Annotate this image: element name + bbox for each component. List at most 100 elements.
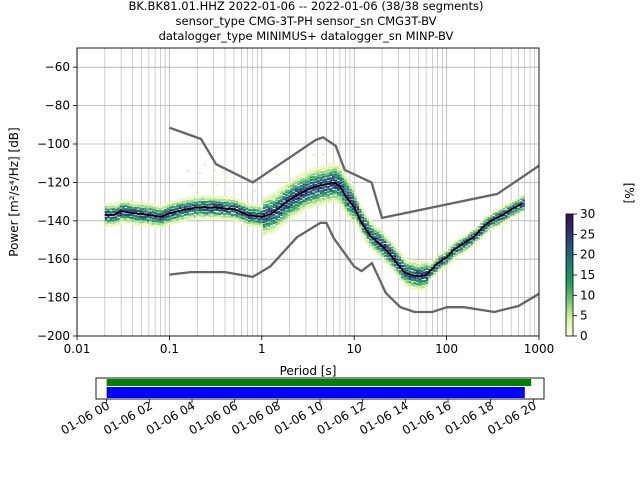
heatmap-cell bbox=[386, 254, 389, 258]
heatmap-cell bbox=[413, 279, 417, 282]
heatmap-cell bbox=[164, 209, 167, 212]
heatmap-cell bbox=[265, 198, 268, 202]
heatmap-cell bbox=[346, 177, 350, 181]
heatmap-cell bbox=[230, 213, 234, 217]
heatmap-cell bbox=[265, 224, 268, 228]
heatmap-cell bbox=[275, 196, 278, 200]
heatmap-cell bbox=[277, 197, 281, 200]
heatmap-cell bbox=[381, 235, 384, 238]
heatmap-cell bbox=[450, 249, 454, 252]
heatmap-cell bbox=[198, 203, 202, 207]
heatmap-cell bbox=[253, 225, 256, 228]
heatmap-cell bbox=[257, 218, 261, 221]
heatmap-cell bbox=[220, 201, 224, 205]
heatmap-cell bbox=[156, 219, 160, 223]
heatmap-cell bbox=[124, 208, 128, 211]
heatmap-cell bbox=[334, 200, 337, 204]
heatmap-cell bbox=[228, 212, 231, 215]
heatmap-cell bbox=[149, 211, 152, 214]
heatmap-cell bbox=[448, 251, 451, 255]
heatmap-cell bbox=[245, 215, 249, 218]
heatmap-cell bbox=[129, 203, 132, 206]
colorbar-tick-label: 5 bbox=[580, 309, 588, 323]
heatmap-cell bbox=[151, 211, 155, 214]
heatmap-cell bbox=[183, 210, 187, 214]
heatmap-cell bbox=[191, 196, 194, 199]
heatmap-cell bbox=[223, 209, 226, 212]
heatmap-cell bbox=[317, 174, 320, 177]
heatmap-cell bbox=[191, 199, 194, 202]
heatmap-cell bbox=[509, 211, 513, 214]
heatmap-cell bbox=[136, 218, 140, 221]
heatmap-cell bbox=[346, 209, 350, 213]
heatmap-cell bbox=[225, 204, 229, 207]
heatmap-cell bbox=[272, 230, 276, 234]
heatmap-cell bbox=[223, 217, 226, 221]
heatmap-cell bbox=[181, 198, 184, 201]
heatmap-cell bbox=[334, 191, 337, 195]
heatmap-cell bbox=[225, 196, 229, 199]
heatmap-cell bbox=[287, 216, 291, 219]
heatmap-cell bbox=[302, 204, 305, 207]
heatmap-cell bbox=[329, 171, 333, 175]
heatmap-cell bbox=[462, 235, 466, 238]
heatmap-cell bbox=[277, 221, 281, 225]
heatmap-cell bbox=[299, 173, 303, 176]
heatmap-cell bbox=[388, 262, 392, 266]
heatmap-cell bbox=[413, 268, 417, 272]
heatmap-cell bbox=[304, 197, 308, 201]
heatmap-cell bbox=[440, 251, 444, 255]
heatmap-cell bbox=[277, 215, 281, 218]
heatmap-cell bbox=[265, 208, 268, 212]
heatmap-cell bbox=[371, 225, 375, 228]
heatmap-cell bbox=[341, 178, 345, 181]
heatmap-cell bbox=[411, 276, 414, 279]
heatmap-cell bbox=[117, 204, 120, 207]
heatmap-cell bbox=[386, 246, 389, 249]
heatmap-cell bbox=[144, 218, 147, 221]
heatmap-cell bbox=[304, 186, 308, 190]
heatmap-cell bbox=[282, 217, 286, 220]
heatmap-cell bbox=[131, 216, 135, 220]
heatmap-cell bbox=[280, 198, 283, 201]
heatmap-cell bbox=[386, 249, 389, 252]
heatmap-cell bbox=[312, 195, 315, 198]
heatmap-cell bbox=[502, 213, 505, 217]
heatmap-cell bbox=[322, 192, 325, 195]
heatmap-cell bbox=[280, 186, 283, 189]
heatmap-cell bbox=[139, 204, 142, 208]
heatmap-cell bbox=[403, 264, 407, 268]
heatmap-cell bbox=[502, 205, 505, 209]
heatmap-cell bbox=[270, 201, 273, 205]
y-axis-ticks: −60−80−100−120−140−160−180−200 bbox=[37, 60, 77, 343]
heatmap-cell bbox=[445, 262, 449, 265]
heatmap-cell bbox=[334, 176, 337, 179]
heatmap-cell bbox=[376, 234, 379, 237]
heatmap-cell bbox=[374, 240, 377, 244]
heatmap-cell bbox=[233, 216, 236, 219]
heatmap-cell bbox=[206, 203, 209, 207]
heatmap-cell bbox=[349, 183, 352, 187]
heatmap-cell bbox=[262, 213, 266, 216]
heatmap-cell bbox=[349, 205, 352, 209]
heatmap-cell bbox=[257, 204, 261, 207]
heatmap-cell bbox=[275, 215, 278, 218]
model-curves bbox=[104, 126, 539, 314]
heatmap-cell bbox=[378, 244, 382, 248]
heatmap-cell bbox=[398, 272, 402, 275]
heatmap-cell bbox=[119, 215, 123, 219]
heatmap-cell bbox=[302, 195, 305, 199]
heatmap-cell bbox=[114, 218, 118, 222]
heatmap-cell bbox=[322, 187, 325, 190]
heatmap-cell bbox=[361, 216, 365, 219]
heatmap-cell bbox=[191, 214, 194, 218]
heatmap-cell bbox=[416, 263, 419, 267]
heatmap-cell bbox=[467, 236, 471, 239]
mean-curve bbox=[104, 181, 523, 278]
heatmap-cell bbox=[482, 217, 486, 221]
heatmap-cell bbox=[317, 203, 320, 206]
heatmap-cell bbox=[292, 212, 295, 215]
heatmap-cell bbox=[324, 201, 328, 205]
heatmap-cell bbox=[127, 219, 130, 222]
heatmap-cell bbox=[341, 169, 345, 172]
